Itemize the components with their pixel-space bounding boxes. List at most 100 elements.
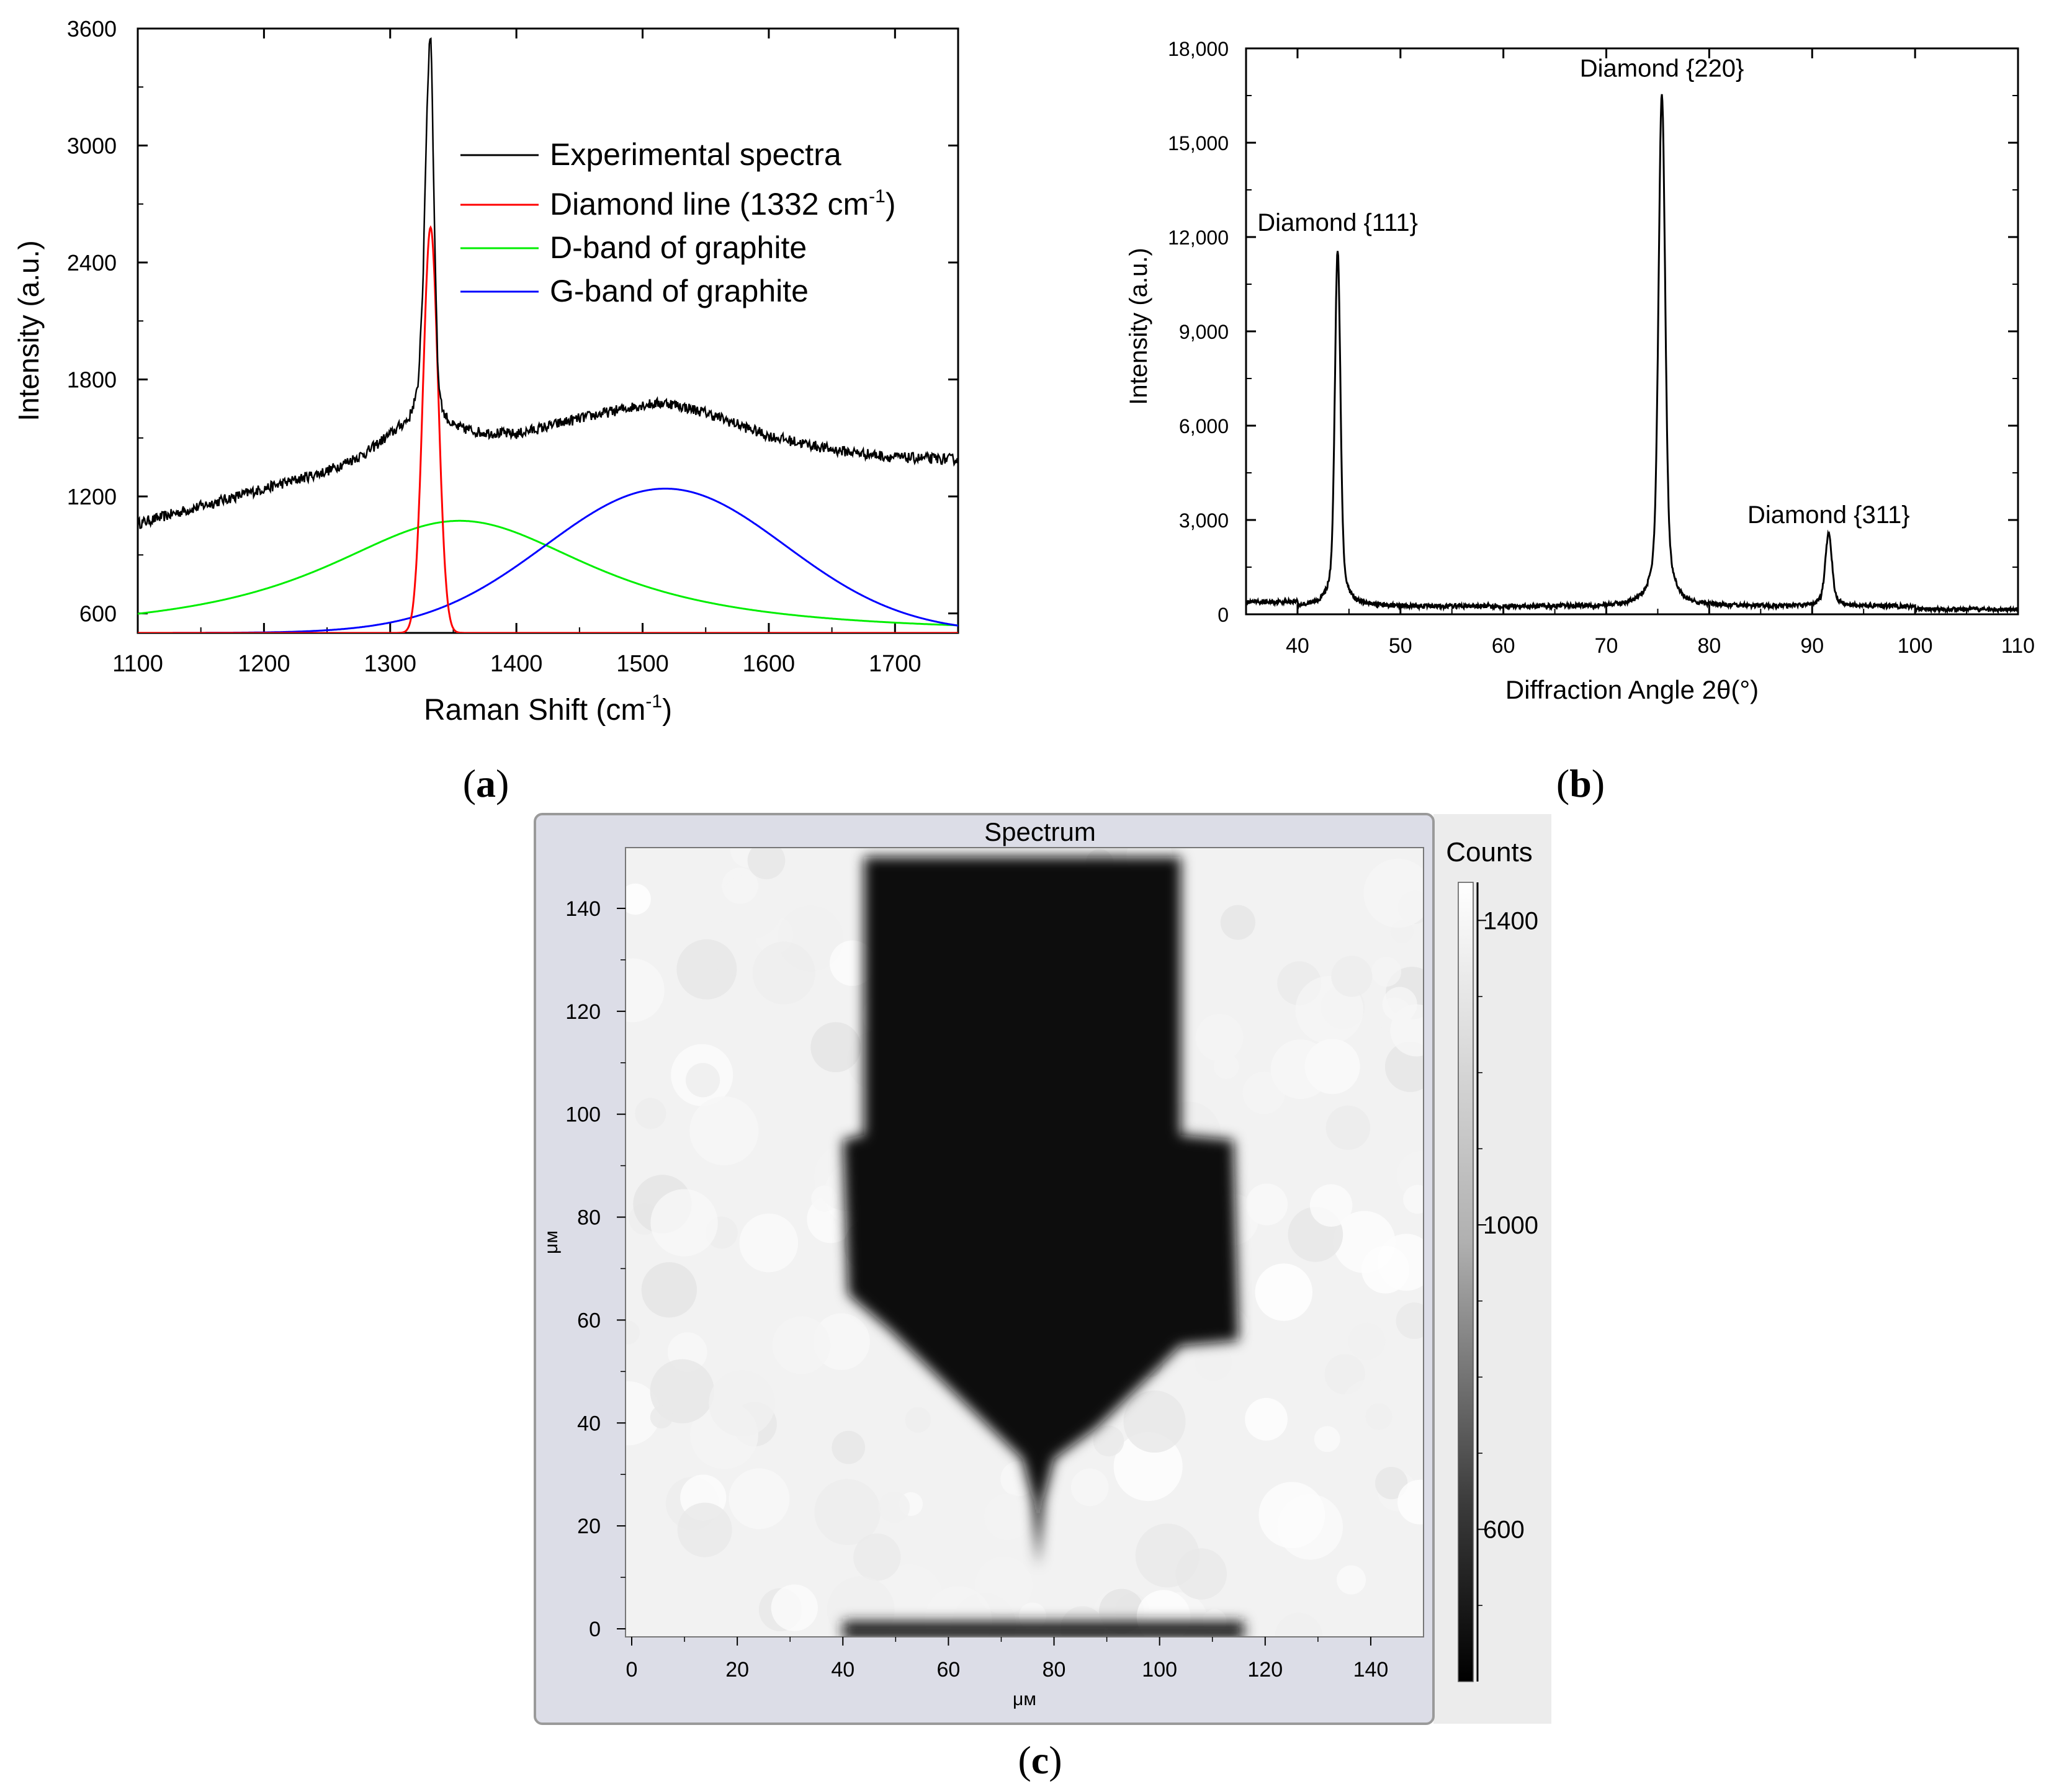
diamond-line bbox=[138, 225, 958, 633]
xrd-x-tick-label: 100 bbox=[1898, 634, 1933, 658]
legend-label-diamond: Diamond line (1332 cm-1) bbox=[550, 186, 895, 222]
xrd-x-tick-label: 50 bbox=[1389, 634, 1412, 658]
map-texture-blob bbox=[1325, 1105, 1371, 1150]
map-texture-blob bbox=[1258, 1482, 1325, 1549]
raman-x-tick-label: 1400 bbox=[490, 651, 543, 677]
xrd-y-tick-label: 0 bbox=[1218, 604, 1229, 626]
xrd-x-tick-label: 110 bbox=[2001, 634, 2035, 658]
xrd-ticks: 40 50 60 70 80 90 100 110 0 3,000 6,000 9,000 12,000… bbox=[1168, 38, 2035, 658]
map-texture-blob bbox=[1331, 956, 1373, 997]
map-texture-blob bbox=[1245, 1397, 1288, 1441]
colorbar-tick-label: 600 bbox=[1483, 1516, 1525, 1544]
raman-x-axis-label: Raman Shift (cm-1) bbox=[424, 691, 672, 727]
map-texture-blob bbox=[686, 1063, 720, 1098]
panel-label-b: (b) bbox=[1556, 761, 1605, 805]
map-y-axis-label: μм bbox=[541, 1230, 562, 1254]
colorbar bbox=[1458, 882, 1474, 1682]
map-texture-blob bbox=[1361, 1245, 1409, 1294]
xrd-y-tick-label: 9,000 bbox=[1179, 321, 1229, 343]
map-texture-blob bbox=[1195, 1343, 1232, 1381]
map-texture-blob bbox=[771, 1584, 818, 1631]
map-texture-blob bbox=[905, 1407, 931, 1433]
map-texture-blob bbox=[626, 883, 651, 915]
map-texture-blob bbox=[747, 848, 786, 880]
map-texture-blob bbox=[1070, 1468, 1109, 1507]
map-title: Spectrum bbox=[984, 817, 1096, 846]
map-texture-blob bbox=[1314, 1426, 1340, 1453]
raman-x-tick-label: 1300 bbox=[364, 651, 416, 677]
xrd-chart: 40 50 60 70 80 90 100 110 0 3,000 6,000 9,000 12,000… bbox=[1125, 38, 2035, 704]
map-texture-blob bbox=[709, 1370, 776, 1437]
map-texture-blob bbox=[1397, 1479, 1424, 1525]
map-texture-blob bbox=[1390, 1004, 1424, 1057]
legend-label-d-band: D-band of graphite bbox=[550, 230, 807, 265]
raman-y-tick-label: 600 bbox=[79, 601, 117, 627]
xrd-y-tick-label: 12,000 bbox=[1168, 226, 1229, 249]
map-texture-blob bbox=[1396, 1302, 1424, 1339]
raman-y-tick-label: 1800 bbox=[67, 367, 117, 393]
xrd-y-tick-label: 6,000 bbox=[1179, 415, 1229, 437]
legend-label-g-band: G-band of graphite bbox=[550, 274, 809, 308]
map-texture-blob bbox=[832, 1430, 866, 1464]
map-dark-region bbox=[843, 857, 1239, 1567]
map-texture-blob bbox=[626, 958, 665, 1023]
map-y-tick-label: 100 bbox=[565, 1103, 601, 1127]
xrd-y-axis-label: Intensity (a.u.) bbox=[1125, 248, 1152, 405]
map-texture-blob bbox=[1213, 1053, 1239, 1079]
panel-label-c: (c) bbox=[1018, 1738, 1062, 1782]
map-right-backdrop bbox=[1433, 814, 1551, 1724]
map-texture-blob bbox=[878, 1491, 910, 1523]
colorbar-label: Counts bbox=[1446, 837, 1532, 867]
xrd-y-tick-label: 18,000 bbox=[1168, 38, 1229, 60]
legend-label-experimental: Experimental spectra bbox=[550, 137, 841, 172]
g-band-line bbox=[138, 488, 958, 633]
map-texture-blob bbox=[1371, 957, 1402, 987]
map-y-tick-label: 80 bbox=[577, 1206, 601, 1230]
xrd-annotations: Diamond {111} Diamond {220} Diamond {311} bbox=[1257, 55, 1909, 529]
raman-ticks: 1100 1200 1300 1400 1500 1600 1700 600 1200 1800 2… bbox=[67, 16, 958, 677]
panel-label-a: (a) bbox=[463, 761, 509, 805]
raman-x-tick-label: 1200 bbox=[238, 651, 290, 677]
raman-x-tick-label: 1700 bbox=[869, 651, 922, 677]
raman-x-tick-label: 1600 bbox=[743, 651, 796, 677]
map-ticks: 0 20 40 60 80 100 120 140 0 20 40 60 80 100 120 140 bbox=[565, 897, 1388, 1682]
map-y-tick-label: 140 bbox=[565, 897, 601, 921]
map-texture-blob bbox=[984, 1494, 1031, 1541]
map-x-tick-label: 0 bbox=[626, 1658, 638, 1682]
map-x-tick-label: 20 bbox=[725, 1658, 749, 1682]
map-texture-blob bbox=[1123, 1390, 1186, 1453]
xrd-plot-frame bbox=[1245, 47, 2019, 616]
raman-plot-frame bbox=[137, 27, 959, 634]
map-y-tick-label: 120 bbox=[565, 1000, 601, 1024]
map-texture-blob bbox=[752, 941, 815, 1005]
xrd-x-tick-label: 70 bbox=[1595, 634, 1618, 658]
map-texture-blob bbox=[829, 940, 876, 986]
map-texture-blob bbox=[1275, 1613, 1323, 1637]
raman-y-tick-label: 3000 bbox=[67, 133, 117, 159]
map-texture-blob bbox=[853, 1533, 901, 1581]
map-texture-blob bbox=[1340, 1379, 1403, 1442]
map-texture-blob bbox=[772, 1316, 830, 1374]
map-x-tick-label: 60 bbox=[936, 1658, 960, 1682]
map-y-tick-label: 0 bbox=[589, 1618, 601, 1641]
map-texture-blob bbox=[1363, 858, 1424, 928]
map-texture-blob bbox=[1255, 1263, 1313, 1321]
map-texture-blob bbox=[975, 1556, 1033, 1615]
raman-y-axis-label: Intensity (a.u.) bbox=[12, 240, 45, 421]
map-texture-blob bbox=[811, 1185, 838, 1212]
map-texture-blob bbox=[626, 1320, 640, 1345]
map-texture-blob bbox=[814, 1479, 881, 1545]
map-x-tick-label: 140 bbox=[1353, 1658, 1389, 1682]
map-texture-blob bbox=[635, 1098, 666, 1129]
map-texture-blob bbox=[650, 1405, 673, 1429]
map-texture-blob bbox=[1375, 1466, 1408, 1500]
map-plot-border bbox=[625, 847, 1424, 1637]
raman-x-tick-label: 1100 bbox=[112, 651, 163, 677]
experimental-spectra-line bbox=[138, 37, 958, 529]
map-x-tick-label: 80 bbox=[1043, 1658, 1066, 1682]
xrd-x-tick-label: 80 bbox=[1697, 634, 1721, 658]
map-texture-blob bbox=[1245, 1183, 1288, 1225]
xrd-y-tick-label: 15,000 bbox=[1168, 132, 1229, 155]
raman-chart: 1100 1200 1300 1400 1500 1600 1700 600 1200 1800 2… bbox=[12, 16, 959, 727]
